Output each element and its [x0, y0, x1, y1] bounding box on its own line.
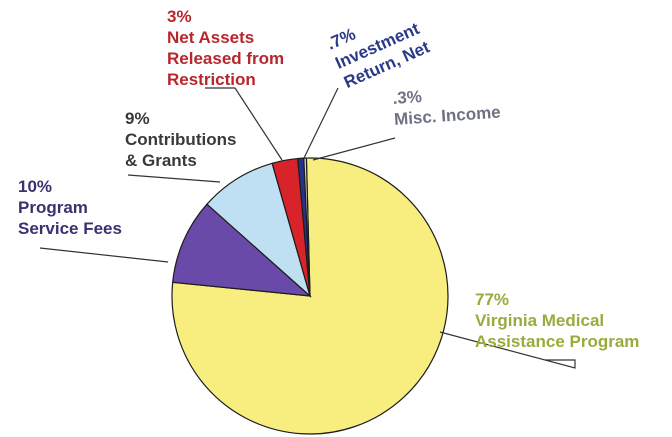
slice-percent-label: .3% [392, 87, 423, 108]
slice-label-5: .3%Misc. Income [392, 82, 501, 129]
slice-label-0: 77% Virginia Medical Assistance Program [475, 290, 639, 351]
slice-percent-label: 9% [125, 109, 150, 128]
leader-lines [39, 87, 576, 369]
slice-name-line: Restriction [167, 70, 256, 89]
pie-slices [171, 157, 449, 435]
slice-percent-label: 3% [167, 7, 192, 26]
leader-line-4 [303, 87, 339, 159]
slice-percent-label: 77% [475, 290, 509, 309]
leader-line-2 [127, 174, 221, 183]
slice-name-line: Service Fees [18, 219, 122, 238]
slice-percent-label: 10% [18, 177, 52, 196]
pie-slice-1 [172, 203, 312, 297]
leader-line-3 [205, 87, 283, 161]
slice-name-line: Virginia Medical [475, 311, 604, 330]
leader-line-5 [312, 137, 396, 161]
slice-label-3: 3% Net Assets Released from Restriction [167, 7, 284, 89]
leader-line-0 [439, 331, 576, 369]
leader-line-1 [39, 247, 169, 263]
slice-label-2: 9% Contributions & Grants [125, 109, 236, 170]
slice-name-line: Released from [167, 49, 284, 68]
slice-label-1: 10% Program Service Fees [18, 177, 122, 238]
slice-name-line: Assistance Program [475, 332, 639, 351]
slice-name-line: Contributions [125, 130, 236, 149]
slice-name-line: Program [18, 198, 88, 217]
pie-slice-5 [303, 157, 311, 297]
slice-name-line: & Grants [125, 151, 197, 170]
slice-label-4: .7%InvestmentReturn, Net [324, 0, 433, 92]
slice-name-line: Net Assets [167, 28, 254, 47]
